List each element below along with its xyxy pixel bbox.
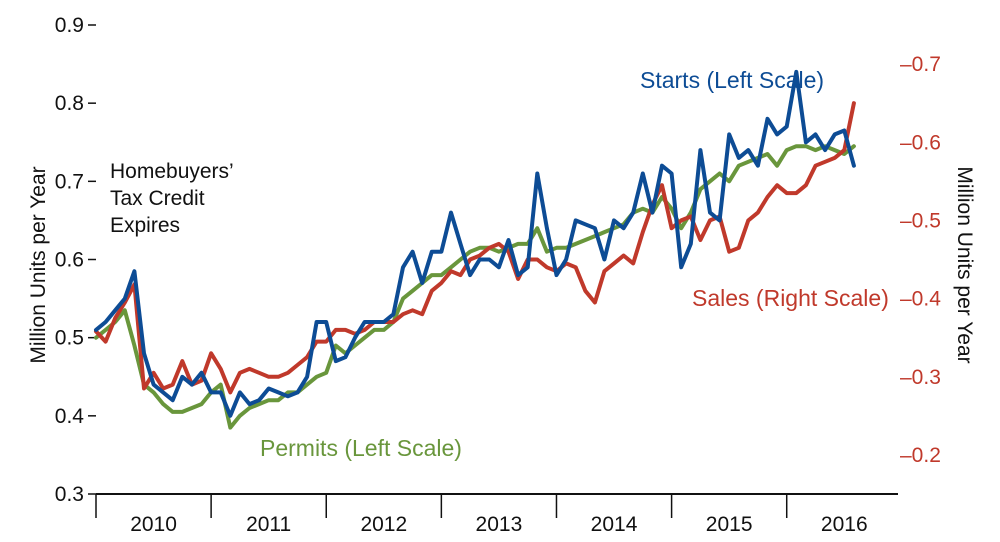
left-axis-title: Million Units per Year <box>27 166 50 363</box>
starts-series-label: Starts (Left Scale) <box>640 67 824 93</box>
labels: Million Units per Year Million Units per… <box>27 67 976 461</box>
left-y-tick-label: 0.6 <box>55 249 84 272</box>
x-tick-label: 2012 <box>360 513 407 536</box>
x-tick-label: 2015 <box>706 513 753 536</box>
x-tick-label: 2011 <box>246 513 291 536</box>
annotation-line-1: Homebuyers’ <box>110 160 234 183</box>
axes: 2010 2011 2012 2013 2014 2015 2016 0.3 0.4 0.5 0.6… <box>55 14 941 536</box>
x-tick-label: 2013 <box>476 513 523 536</box>
sales-series-label: Sales (Right Scale) <box>692 285 889 311</box>
x-tick-label: 2016 <box>821 513 868 536</box>
right-y-tick-label: –0.7 <box>900 53 941 76</box>
x-tick-label: 2010 <box>130 513 177 536</box>
left-y-tick-label: 0.9 <box>55 14 84 37</box>
left-y-tick-label: 0.5 <box>55 327 84 350</box>
left-y-tick-label: 0.4 <box>55 405 85 428</box>
starts-series-line <box>94 69 856 418</box>
right-y-tick-label: –0.2 <box>900 444 941 467</box>
series-lines <box>94 69 856 430</box>
right-axis-title: Million Units per Year <box>953 166 976 363</box>
right-y-tick-label: –0.5 <box>900 209 941 232</box>
left-y-tick-label: 0.7 <box>55 170 84 193</box>
right-y-tick-label: –0.6 <box>900 131 941 154</box>
left-y-tick-label: 0.3 <box>55 483 84 506</box>
x-tick-label: 2014 <box>591 513 638 536</box>
annotation-line-2: Tax Credit <box>110 187 205 210</box>
sales-series-line <box>94 101 856 395</box>
right-y-tick-label: –0.3 <box>900 366 941 389</box>
left-y-tick-label: 0.8 <box>55 92 84 115</box>
right-y-tick-label: –0.4 <box>900 288 941 311</box>
permits-series-label: Permits (Left Scale) <box>260 435 462 461</box>
annotation-line-3: Expires <box>110 214 180 237</box>
